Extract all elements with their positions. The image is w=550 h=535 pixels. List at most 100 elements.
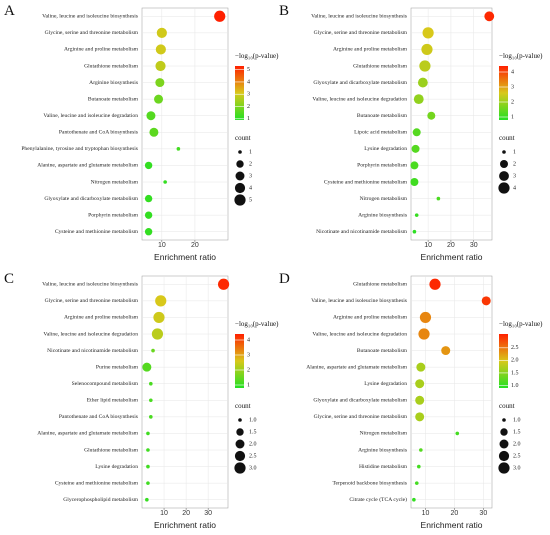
size-legend-dot: [498, 462, 510, 474]
bubble: [146, 464, 150, 469]
size-legend-label: 1: [513, 149, 516, 155]
bubble: [415, 379, 425, 389]
bubble: [436, 196, 441, 201]
category-label: Pantothenate and CoA biosynthesis: [59, 414, 138, 420]
bubble: [144, 161, 153, 170]
category-label: Porphyrin metabolism: [88, 212, 139, 218]
colorbar-tick-label: 2: [247, 104, 250, 110]
colorbar: [499, 66, 508, 120]
category-label: Valine, leucine and isoleucine degradati…: [312, 96, 407, 102]
x-axis-title: Enrichment ratio: [421, 252, 483, 262]
panel: C 10 20 30 Enrichment ratio Valine, leucine a…: [4, 271, 279, 530]
size-legend-label: 3.0: [513, 465, 521, 471]
x-tick-label: 10: [424, 242, 432, 249]
x-axis-title: Enrichment ratio: [154, 520, 216, 530]
category-label: Arginine and proline metabolism: [333, 315, 408, 321]
x-axis-title: Enrichment ratio: [421, 520, 483, 530]
size-legend-label: 3.0: [249, 465, 257, 471]
size-legend-dot: [235, 439, 245, 449]
bubble: [151, 348, 155, 353]
bubble: [155, 60, 166, 72]
bubble: [163, 180, 167, 184]
bubble: [410, 161, 419, 170]
size-legend-dot: [500, 428, 508, 436]
colorbar-tick-label: 2: [247, 367, 250, 373]
colorbar-tick-label: 2: [511, 99, 514, 105]
category-label: Arginine and proline metabolism: [333, 47, 408, 53]
category-label: Valine, leucine and isoleucine biosynthe…: [311, 298, 407, 304]
x-axis-title: Enrichment ratio: [154, 252, 216, 262]
colorbar-tick-label: 4: [511, 69, 514, 75]
category-label: Pantothenate and CoA biosynthesis: [59, 130, 138, 136]
x-tick-label: 10: [160, 510, 168, 517]
colorbar-tick-label: 2.0: [511, 358, 519, 364]
category-label: Butanoate metabolism: [88, 96, 139, 102]
bubble: [144, 228, 153, 236]
panel-label: A: [4, 3, 15, 19]
bubble: [144, 194, 153, 203]
bubble: [149, 398, 153, 403]
size-legend-dot: [500, 160, 508, 168]
category-label: Citrate cycle (TCA cycle): [349, 496, 407, 503]
size-legend-title: count: [235, 402, 251, 410]
category-label: Lipoic acid metabolism: [354, 130, 407, 136]
category-label: Butanoate metabolism: [357, 113, 408, 119]
category-label: Ether lipid metabolism: [87, 398, 139, 404]
size-legend-dot: [234, 462, 246, 474]
category-label: Lysine degradation: [364, 146, 407, 152]
size-legend-dot: [502, 418, 506, 422]
bubble: [412, 128, 421, 137]
colorbar-tick-label: 1.0: [511, 383, 519, 389]
bubble: [421, 43, 433, 56]
size-legend-label: 1: [249, 149, 252, 155]
bubble: [429, 278, 441, 290]
colorbar-tick-label: 5: [247, 67, 250, 73]
size-legend-dot: [238, 150, 242, 154]
bubble: [418, 328, 430, 340]
bubble: [416, 362, 426, 372]
size-legend-dot: [498, 450, 510, 462]
bubble: [417, 77, 428, 88]
category-label: Purine metabolism: [96, 364, 139, 370]
x-tick-label: 20: [182, 510, 190, 517]
category-label: Alanine, aspartate and glutamate metabol…: [37, 431, 138, 437]
plot-area: [410, 275, 493, 509]
colorbar-tick-label: 1: [247, 116, 250, 122]
x-tick-label: 30: [204, 510, 212, 517]
bubble: [146, 448, 150, 452]
bubble: [142, 362, 152, 372]
size-legend-label: 2: [249, 161, 252, 167]
category-label: Valine, leucine and isoleucine degradati…: [312, 331, 407, 337]
color-legend-title: −log₁₀(p-value): [235, 52, 279, 60]
size-legend-label: 1.0: [513, 417, 521, 423]
bubble: [410, 178, 419, 186]
bubble: [419, 448, 423, 452]
bubble: [415, 412, 425, 422]
category-label: Valine, leucine and isoleucine biosynthe…: [42, 14, 138, 20]
bubble: [484, 11, 495, 22]
bubble: [414, 481, 419, 485]
category-label: Nicotinate and nicotinamide metabolism: [316, 229, 408, 235]
panel: D 10 20 30 Enrichment ratio Glutathione metab…: [279, 271, 543, 530]
category-label: Glyoxylate and dicarboxylate metabolism: [313, 398, 407, 404]
bubble: [155, 44, 166, 55]
bubble: [419, 311, 432, 324]
category-label: Cysteine and methionine metabolism: [55, 229, 139, 235]
category-label: Glutathione metabolism: [353, 63, 408, 69]
size-legend-dot: [502, 150, 506, 154]
bubble: [413, 94, 424, 105]
category-label: Glycine, serine and threonine metabolism: [314, 30, 408, 36]
colorbar: [235, 66, 244, 120]
category-label: Arginine biosynthesis: [89, 80, 138, 86]
bubble: [214, 10, 226, 22]
bubble: [153, 311, 165, 324]
category-label: Terpenoid backbone biosynthesis: [333, 480, 408, 486]
category-label: Arginine biosynthesis: [358, 212, 407, 218]
category-label: Cysteine and methionine metabolism: [324, 179, 408, 185]
category-label: Histidine metabolism: [359, 464, 408, 470]
category-label: Porphyrin metabolism: [357, 163, 408, 169]
category-label: Nitrogen metabolism: [91, 179, 139, 185]
bubble: [146, 431, 150, 436]
colorbar-tick-label: 1: [247, 382, 250, 388]
category-label: Alanine, aspartate and glutamate metabol…: [306, 364, 407, 370]
